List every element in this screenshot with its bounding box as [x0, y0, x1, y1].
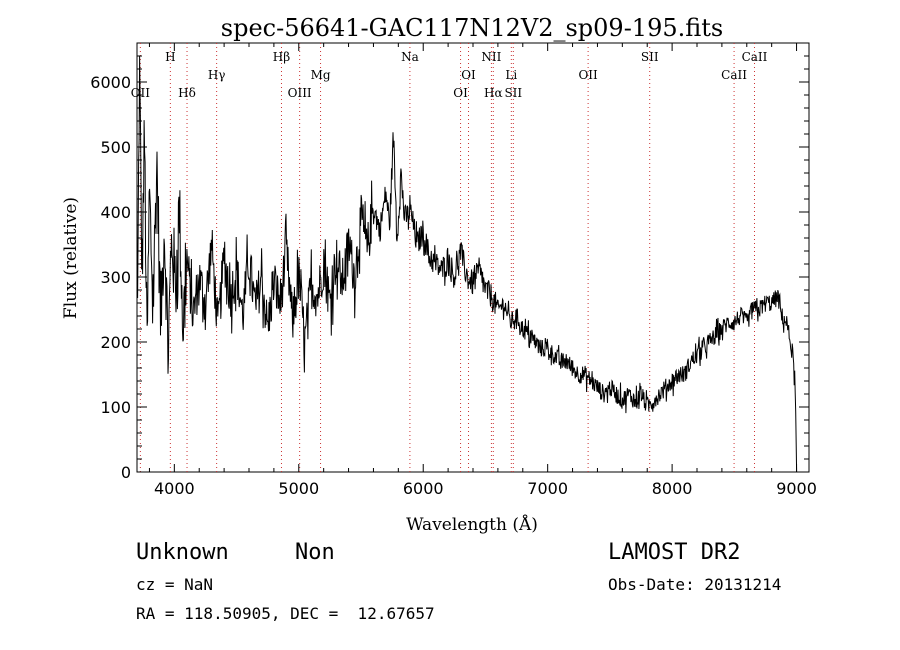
line-label: Hα	[484, 86, 503, 100]
line-label: NII	[481, 50, 501, 64]
y-tick-label: 500	[100, 138, 131, 157]
coordinates: RA = 118.50905, DEC = 12.67657	[136, 604, 435, 623]
line-label: SII	[504, 86, 522, 100]
x-tick-label: 6000	[403, 479, 444, 498]
x-tick-label: 9000	[776, 479, 817, 498]
line-label: CaII	[721, 68, 747, 82]
y-tick-label: 300	[100, 268, 131, 287]
line-label: OI	[461, 68, 476, 82]
line-label: H	[165, 50, 175, 64]
y-tick-label: 6000	[90, 73, 131, 92]
y-tick-label: 0	[121, 463, 131, 482]
line-label: Hγ	[208, 68, 226, 82]
spectrum-line	[137, 55, 798, 473]
line-label: SII	[641, 50, 659, 64]
line-label: OIII	[288, 86, 312, 100]
x-axis: 4000 5000 6000 7000 8000 9000	[148, 43, 817, 498]
y-axis-label: Flux (relative)	[61, 197, 81, 319]
plot-frame	[136, 42, 810, 473]
y-tick-label: 400	[100, 203, 131, 222]
line-label: Na	[401, 50, 419, 64]
survey-name: LAMOST DR2	[608, 540, 741, 565]
line-label: OII	[578, 68, 598, 82]
redshift-cz: cz = NaN	[136, 575, 214, 594]
line-label: OI	[453, 86, 468, 100]
observation-date: Obs-Date: 20131214	[608, 575, 782, 594]
line-label: Mg	[311, 68, 331, 82]
line-label: Li	[505, 68, 517, 82]
line-label: Hδ	[178, 86, 196, 100]
spectral-class: Unknown	[136, 540, 229, 565]
line-label: Hβ	[273, 50, 290, 64]
x-tick-label: 8000	[652, 479, 693, 498]
x-tick-label: 7000	[527, 479, 568, 498]
y-axis: 0 100 200 300 400 500 6000	[90, 55, 809, 482]
y-tick-label: 200	[100, 333, 131, 352]
line-label: CaII	[742, 50, 768, 64]
spectral-subclass: Non	[295, 540, 335, 565]
x-axis-label: Wavelength (Å)	[406, 514, 538, 535]
x-tick-label: 5000	[278, 479, 319, 498]
x-tick-label: 4000	[154, 479, 195, 498]
line-labels: OIIHHδHγHβOIIIMgNaOIOINIIHαLiSIIOIISIICa…	[131, 50, 768, 100]
chart-title: spec-56641-GAC117N12V2_sp09-195.fits	[221, 14, 723, 42]
y-tick-label: 100	[100, 398, 131, 417]
